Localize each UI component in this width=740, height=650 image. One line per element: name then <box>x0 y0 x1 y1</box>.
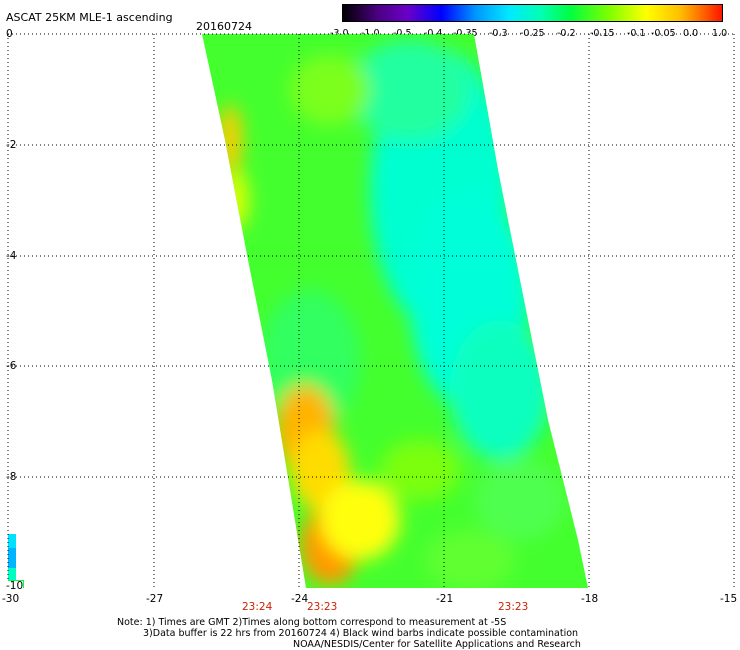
y-tick-label: -8 <box>6 471 17 483</box>
note-line-1: Note: 1) Times are GMT 2)Times along bot… <box>117 617 507 628</box>
colorbar-label: 1.0 <box>712 28 728 39</box>
colorbar-label: -0.4 <box>424 28 443 39</box>
x-tick-label: -18 <box>581 593 599 605</box>
time-label: 23:23 <box>498 601 529 613</box>
time-label: 23:23 <box>307 601 338 613</box>
x-tick-label: -30 <box>2 593 20 605</box>
colorbar-label: -0.2 <box>557 28 576 39</box>
y-tick-label: -2 <box>6 139 17 151</box>
colorbar-label: -0.3 <box>489 28 508 39</box>
colorbar-label: -0.5 <box>393 28 412 39</box>
y-tick-label: -10 <box>6 580 24 592</box>
x-tick-label: -24 <box>291 593 309 605</box>
colorbar-label: -0.35 <box>453 28 478 39</box>
map-title: ASCAT 25KM MLE-1 ascending <box>6 11 173 24</box>
colorbar <box>342 4 723 22</box>
colorbar-label: 0.0 <box>683 28 699 39</box>
colorbar-label: -3.0 <box>330 28 349 39</box>
x-tick-label: -21 <box>436 593 454 605</box>
y-tick-label: -4 <box>6 250 17 262</box>
note-line-3: NOAA/NESDIS/Center for Satellite Applica… <box>293 639 581 650</box>
colorbar-label: -1.0 <box>361 28 380 39</box>
graticule <box>7 33 735 588</box>
y-tick-label: -6 <box>6 360 17 372</box>
y-tick-label: 0 <box>6 28 13 40</box>
note-line-2: 3)Data buffer is 22 hrs from 20160724 4)… <box>143 628 579 639</box>
x-tick-label: -15 <box>720 593 738 605</box>
time-label: 23:24 <box>242 601 273 613</box>
colorbar-label: -0.15 <box>590 28 615 39</box>
swath-data <box>202 34 588 588</box>
x-tick-label: -27 <box>146 593 164 605</box>
map-date: 20160724 <box>196 20 252 33</box>
colorbar-label: -0.05 <box>651 28 676 39</box>
